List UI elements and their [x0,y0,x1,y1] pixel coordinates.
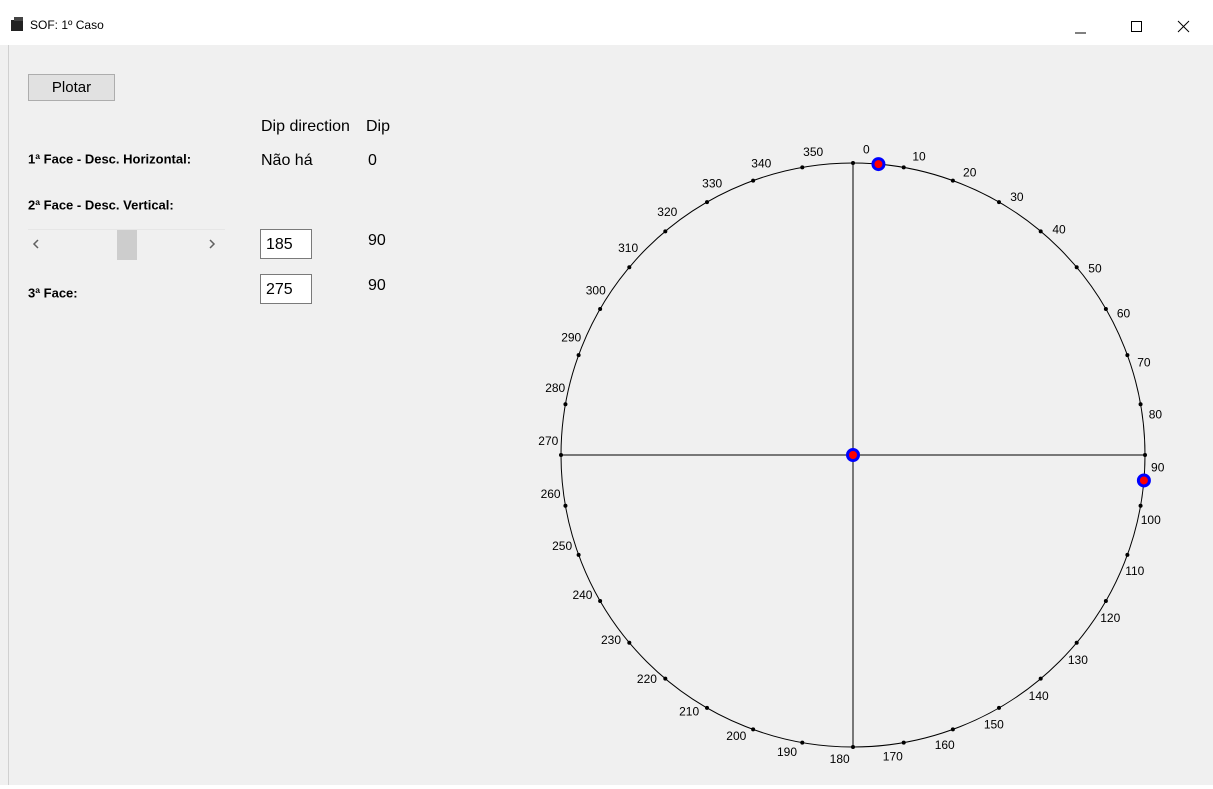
header-dip: Dip [366,118,390,135]
azimuth-label: 330 [702,177,722,191]
azimuth-label: 170 [883,750,903,764]
plot-button[interactable] [28,74,115,101]
azimuth-label: 160 [935,738,955,752]
azimuth-tick [576,353,581,358]
azimuth-tick [705,200,709,205]
azimuth-tick [901,740,906,745]
azimuth-label: 110 [1125,564,1144,578]
azimuth-label: 40 [1052,222,1066,236]
azimuth-label: 350 [803,145,823,159]
azimuth-tick [851,745,855,749]
azimuth-label: 340 [751,156,771,170]
azimuth-tick [563,503,568,508]
face2-input[interactable] [260,229,312,259]
azimuth-tick [851,161,855,165]
azimuth-label: 240 [572,588,592,602]
plot-button-label: Plotar [52,79,91,96]
azimuth-tick [663,229,668,234]
azimuth-label: 280 [545,381,565,395]
face1-dip-direction: Não há [261,152,313,169]
azimuth-label: 80 [1149,407,1163,421]
azimuth-tick [1125,552,1130,557]
azimuth-tick [1125,353,1130,358]
azimuth-tick [1143,453,1147,457]
azimuth-tick [1103,307,1108,311]
azimuth-tick [1038,676,1043,681]
azimuth-label: 180 [830,752,850,766]
azimuth-tick [997,705,1001,710]
azimuth-tick [598,599,603,603]
azimuth-label: 0 [863,142,870,156]
azimuth-label: 290 [561,330,581,344]
window-title: SOF: 1º Caso [30,18,104,32]
azimuth-label: 90 [1151,460,1165,474]
header-dip-direction: Dip direction [261,118,350,135]
azimuth-label: 140 [1029,689,1049,703]
azimuth-tick [1074,265,1079,270]
face3-label: 3ª Face: [28,285,78,300]
azimuth-label: 10 [912,149,926,163]
azimuth-tick [559,453,563,457]
azimuth-label: 50 [1088,261,1102,275]
azimuth-tick [705,705,709,710]
close-button[interactable] [1177,20,1190,33]
azimuth-label: 270 [538,434,558,448]
face3-dip: 90 [368,277,386,294]
face1-label: 1ª Face - Desc. Horizontal: [28,151,191,166]
app-icon [11,17,23,31]
azimuth-tick [800,165,805,170]
azimuth-tick [997,200,1001,205]
azimuth-label: 250 [552,539,572,553]
azimuth-tick [1038,229,1043,234]
azimuth-tick [751,178,756,183]
azimuth-tick [598,307,603,311]
azimuth-label: 200 [726,729,746,743]
pole-point [1136,473,1151,488]
face2-dip-direction: 185 [266,236,293,253]
azimuth-tick [751,727,756,732]
face2-label: 2ª Face - Desc. Vertical: [28,197,174,212]
maximize-button[interactable] [1131,21,1142,32]
pole-point [871,157,886,172]
azimuth-label: 300 [586,283,606,297]
azimuth-label: 190 [777,745,797,759]
azimuth-tick [576,552,581,557]
title-bar [0,0,1213,45]
azimuth-label: 230 [601,633,621,647]
azimuth-tick [1103,599,1108,603]
azimuth-label: 310 [618,241,638,255]
azimuth-label: 150 [984,718,1004,732]
azimuth-label: 30 [1010,190,1024,204]
azimuth-tick [1138,503,1143,508]
azimuth-label: 260 [541,487,561,501]
azimuth-label: 120 [1100,611,1120,625]
azimuth-tick [800,740,805,745]
face3-dip-direction: 275 [266,281,293,298]
azimuth-tick [1138,402,1143,407]
azimuth-tick [1074,640,1079,645]
scrollbar[interactable] [28,229,225,261]
azimuth-tick [627,265,632,270]
azimuth-label: 70 [1137,355,1151,369]
azimuth-tick [950,178,955,183]
stereonet: 0 10 20 30 40 50 60 70 80 90 100 110 120 130 140 150 160… [538,142,1164,765]
face1-dip: 0 [368,152,377,169]
pole-point [846,448,860,462]
azimuth-label: 100 [1141,513,1161,527]
azimuth-label: 60 [1117,306,1131,320]
azimuth-label: 320 [657,205,677,219]
azimuth-label: 130 [1068,653,1088,667]
azimuth-label: 20 [963,165,977,179]
azimuth-tick [663,676,668,681]
azimuth-tick [627,640,632,645]
azimuth-tick [563,402,568,407]
azimuth-tick [950,727,955,732]
azimuth-tick [901,165,906,170]
azimuth-label: 210 [679,704,699,718]
azimuth-label: 220 [637,672,657,686]
face2-dip: 90 [368,232,386,249]
face3-input[interactable] [260,274,312,304]
